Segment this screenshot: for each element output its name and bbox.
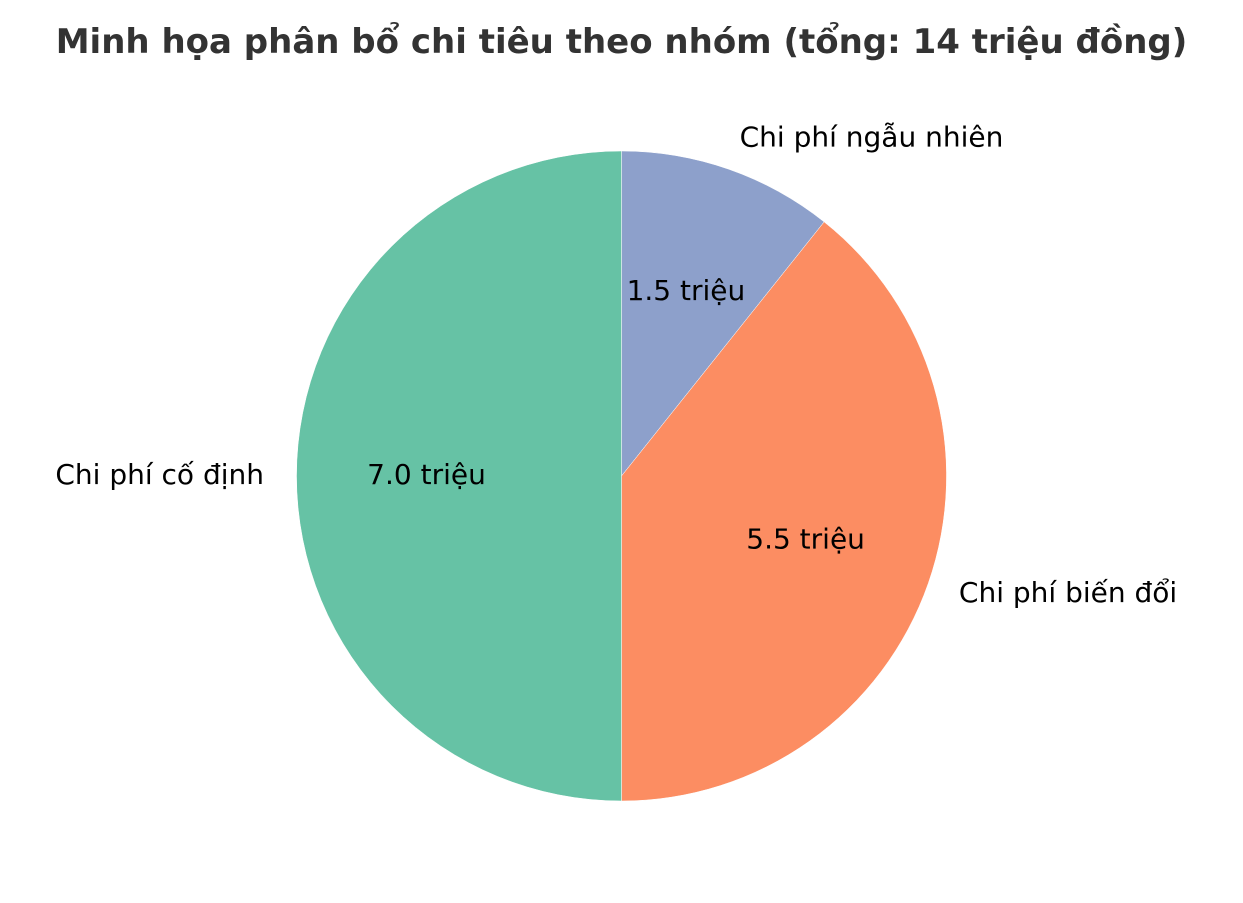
slice-label-2: Chi phí biến đổi	[959, 576, 1177, 609]
pie-slice-1	[621, 150, 825, 477]
chart-title: Minh họa phân bổ chi tiêu theo nhóm (tổn…	[56, 21, 1188, 62]
pie-slice-2	[621, 221, 947, 802]
pie-labels: Chi phí ngẫu nhiên 1.5 triệu Chi phí biến …	[55, 121, 1177, 609]
slice-label-1: Chi phí ngẫu nhiên	[740, 121, 1004, 154]
pie-slices	[296, 150, 947, 802]
slice-value-label-2: 5.5 triệu	[746, 522, 865, 555]
pie-slice-3	[296, 150, 622, 802]
slice-value-label-1: 1.5 triệu	[627, 274, 746, 307]
slice-label-3: Chi phí cố định	[55, 458, 264, 491]
slice-value-label-3: 7.0 triệu	[367, 458, 486, 491]
